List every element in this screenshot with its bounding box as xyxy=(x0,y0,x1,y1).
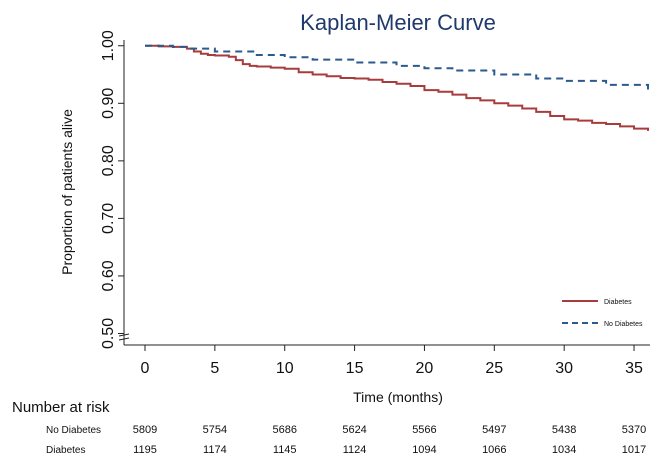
x-tick-label: 35 xyxy=(625,360,643,377)
y-ticks: 0.50 0.60 0.70 0.80 0.90 1.00 xyxy=(100,30,124,349)
risk-value: 5497 xyxy=(482,424,506,436)
y-tick-label: 1.00 xyxy=(100,30,117,61)
risk-value: 5686 xyxy=(272,424,296,436)
risk-value: 1174 xyxy=(203,444,227,456)
x-tick-label: 10 xyxy=(276,360,294,377)
risk-table-title: Number at risk xyxy=(12,399,110,416)
risk-value: 1017 xyxy=(622,444,646,456)
risk-row-label: No Diabetes xyxy=(46,425,101,436)
x-tick-label: 25 xyxy=(485,360,503,377)
x-tick-label: 30 xyxy=(555,360,573,377)
legend: Diabetes No Diabetes xyxy=(562,299,643,328)
risk-value: 1195 xyxy=(133,444,157,456)
risk-value: 5566 xyxy=(412,424,436,436)
risk-value: 5624 xyxy=(342,424,366,436)
risk-value: 1066 xyxy=(482,444,506,456)
risk-value: 1145 xyxy=(273,444,297,456)
x-ticks: 0 5 10 15 20 25 30 35 xyxy=(141,345,643,377)
x-axis-label: Time (months) xyxy=(353,389,443,405)
chart-title: Kaplan-Meier Curve xyxy=(300,10,496,35)
x-tick-label: 20 xyxy=(416,360,434,377)
x-tick-label: 0 xyxy=(141,360,150,377)
y-tick-label: 0.80 xyxy=(100,145,117,176)
y-tick-label: 0.90 xyxy=(100,88,117,119)
plot-area: 0.50 0.60 0.70 0.80 0.90 1.00 0 5 10 15 20 25 30 35 xyxy=(100,30,650,377)
risk-row-label: Diabetes xyxy=(46,445,85,456)
series-lines xyxy=(145,46,648,131)
risk-value: 5754 xyxy=(203,424,227,436)
risk-value: 1094 xyxy=(412,444,436,456)
y-tick-label: 0.70 xyxy=(100,203,117,234)
risk-table: Number at risk No Diabetes 5809 5754 5686 56… xyxy=(12,399,646,456)
series-line-diabetes xyxy=(145,46,648,131)
x-tick-label: 5 xyxy=(210,360,219,377)
legend-label: Diabetes xyxy=(604,299,632,306)
risk-value: 1034 xyxy=(552,444,576,456)
x-tick-label: 15 xyxy=(346,360,364,377)
y-axis-label: Proportion of patients alive xyxy=(59,109,75,275)
risk-value: 5438 xyxy=(552,424,576,436)
risk-value: 5370 xyxy=(622,424,646,436)
legend-label: No Diabetes xyxy=(604,321,643,328)
risk-value: 5809 xyxy=(133,424,157,436)
risk-value: 1124 xyxy=(343,444,367,456)
y-tick-label: 0.50 xyxy=(100,318,117,349)
y-tick-label: 0.60 xyxy=(100,260,117,291)
